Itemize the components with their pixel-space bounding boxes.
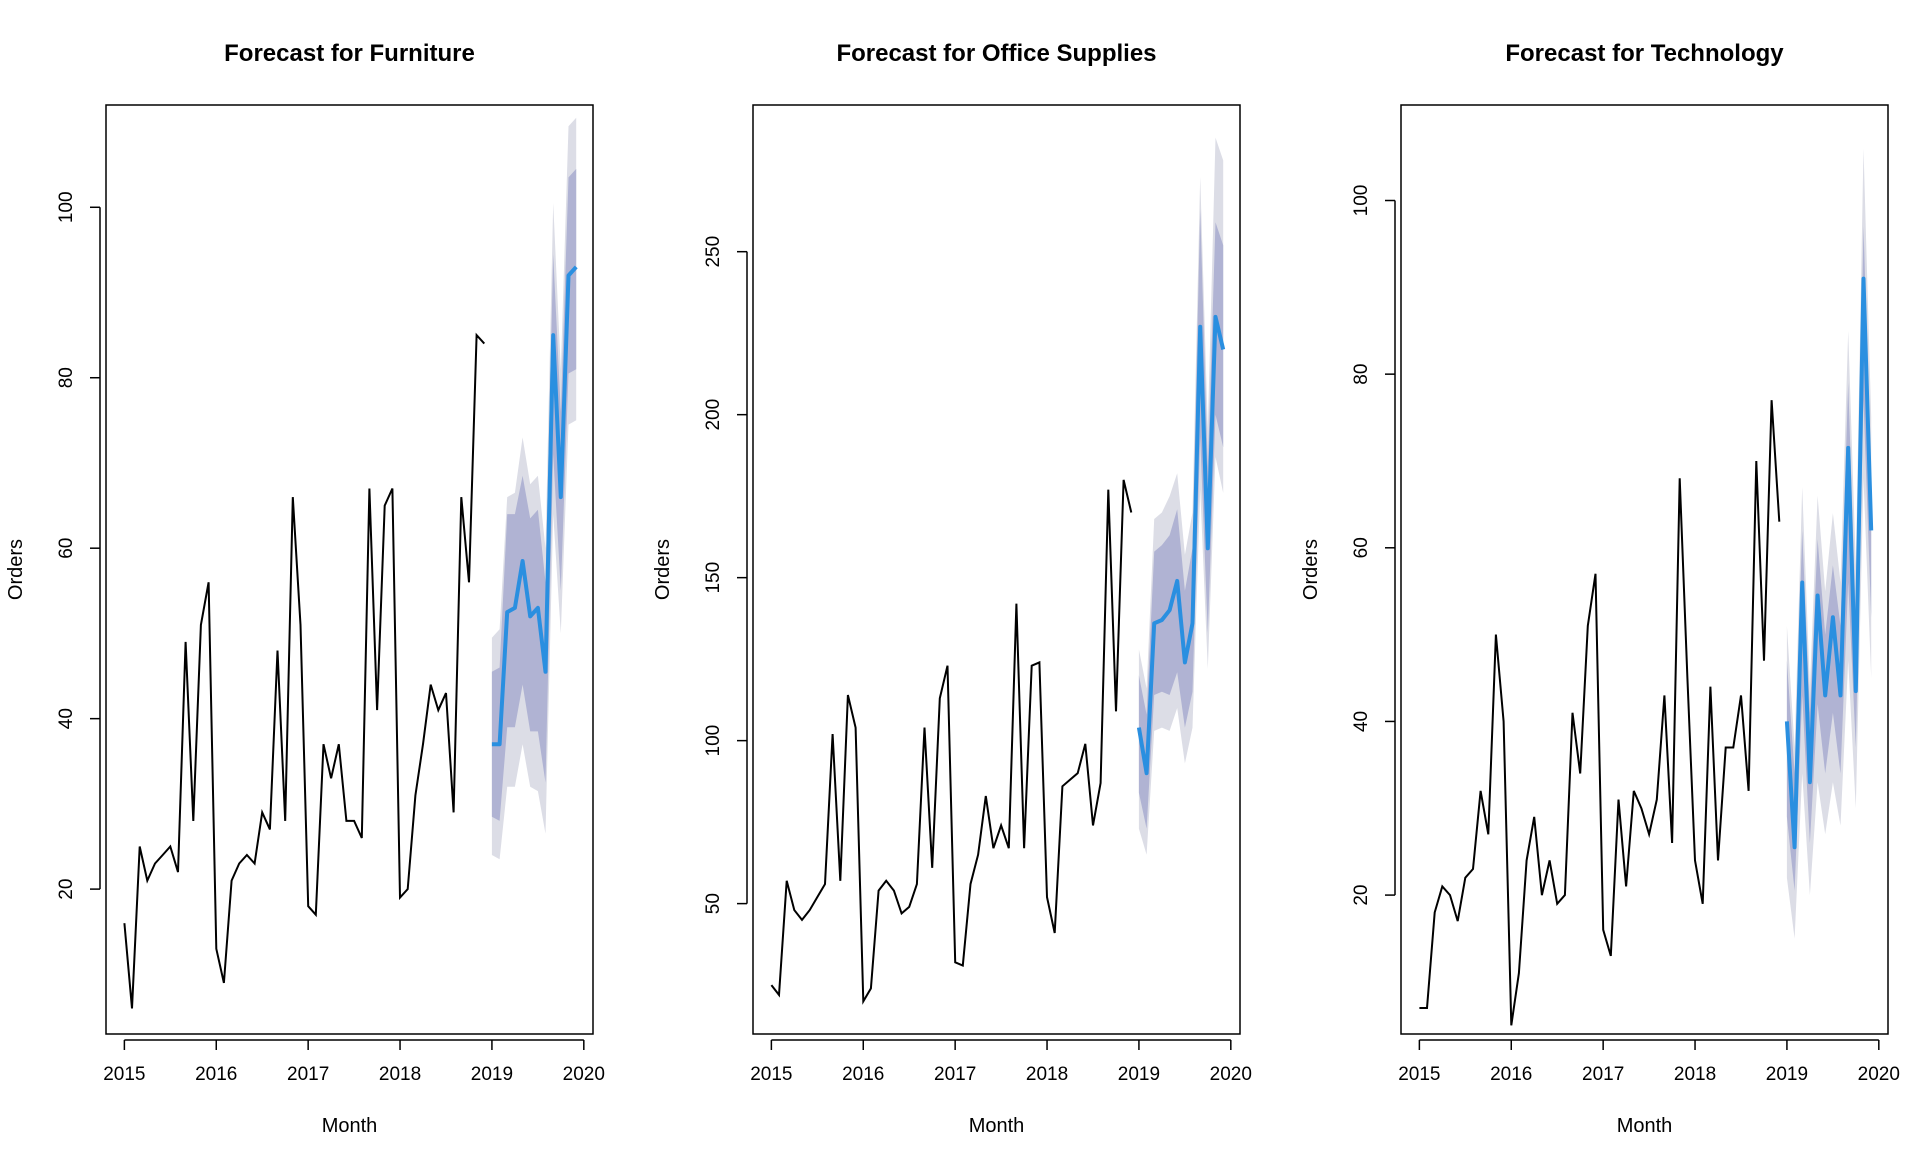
y-tick-label: 100 xyxy=(703,725,724,757)
x-tick-label: 2017 xyxy=(1582,1064,1624,1085)
x-tick-label: 2019 xyxy=(1118,1064,1160,1085)
y-axis: 20 40 60 80 100 xyxy=(56,191,101,900)
x-tick-label: 2018 xyxy=(379,1064,421,1085)
x-tick-label: 2015 xyxy=(103,1064,145,1085)
x-axis: 2015 2016 2017 2018 2019 2020 xyxy=(103,1039,605,1085)
x-tick-label: 2017 xyxy=(287,1064,329,1085)
x-tick-label: 2020 xyxy=(1858,1064,1900,1085)
y-axis-label: Orders xyxy=(652,539,674,600)
plot-frame xyxy=(105,104,594,1035)
chart-panel-2: Forecast for Office Supplies 2015 2016 2017… xyxy=(652,40,1252,1137)
y-tick-label: 50 xyxy=(703,893,724,914)
y-tick-label: 80 xyxy=(1351,364,1372,385)
x-tick-label: 2016 xyxy=(195,1064,237,1085)
forecast-series-line xyxy=(491,265,578,747)
forecast-series-line xyxy=(1136,314,1226,776)
x-tick-label: 2018 xyxy=(1026,1064,1068,1085)
y-axis: 20 40 60 80 100 xyxy=(1351,185,1396,906)
y-tick-label: 20 xyxy=(1351,885,1372,906)
plot-frame xyxy=(1400,104,1889,1035)
x-tick-label: 2016 xyxy=(842,1064,884,1085)
y-tick-label: 80 xyxy=(56,367,77,388)
x-tick-label: 2020 xyxy=(563,1064,605,1085)
actual-series-line xyxy=(1419,400,1781,1026)
y-axis: 50 100 150 200 250 xyxy=(703,236,748,914)
y-tick-label: 250 xyxy=(703,236,724,268)
x-tick-label: 2016 xyxy=(1490,1064,1532,1085)
x-tick-label: 2017 xyxy=(934,1064,976,1085)
chart-title: Forecast for Office Supplies xyxy=(836,40,1156,67)
x-tick-label: 2015 xyxy=(750,1064,792,1085)
y-axis-label: Orders xyxy=(5,539,27,600)
y-tick-label: 40 xyxy=(1351,711,1372,732)
x-axis: 2015 2016 2017 2018 2019 2020 xyxy=(750,1039,1252,1085)
plot-frame xyxy=(752,104,1241,1035)
x-tick-label: 2018 xyxy=(1674,1064,1716,1085)
y-tick-label: 200 xyxy=(703,399,724,431)
y-tick-label: 60 xyxy=(1351,537,1372,558)
y-tick-label: 100 xyxy=(56,191,77,223)
x-axis-label: Month xyxy=(1617,1115,1673,1137)
x-tick-label: 2019 xyxy=(471,1064,513,1085)
x-axis-label: Month xyxy=(322,1115,378,1137)
x-axis: 2015 2016 2017 2018 2019 2020 xyxy=(1398,1039,1900,1085)
x-tick-label: 2020 xyxy=(1210,1064,1252,1085)
forecast-series-line xyxy=(1784,276,1874,850)
chart-title: Forecast for Technology xyxy=(1505,40,1784,67)
actual-series-line xyxy=(123,332,486,1009)
actual-series-line xyxy=(770,479,1133,1005)
y-tick-label: 60 xyxy=(56,538,77,559)
x-axis-label: Month xyxy=(969,1115,1025,1137)
x-tick-label: 2019 xyxy=(1766,1064,1808,1085)
x-tick-label: 2015 xyxy=(1398,1064,1440,1085)
y-tick-label: 20 xyxy=(56,879,77,900)
y-tick-label: 150 xyxy=(703,562,724,594)
y-tick-label: 100 xyxy=(1351,185,1372,217)
y-tick-label: 40 xyxy=(56,708,77,729)
y-axis-label: Orders xyxy=(1300,539,1322,600)
chart-title: Forecast for Furniture xyxy=(224,40,475,67)
forecast-band-80 xyxy=(491,168,577,821)
